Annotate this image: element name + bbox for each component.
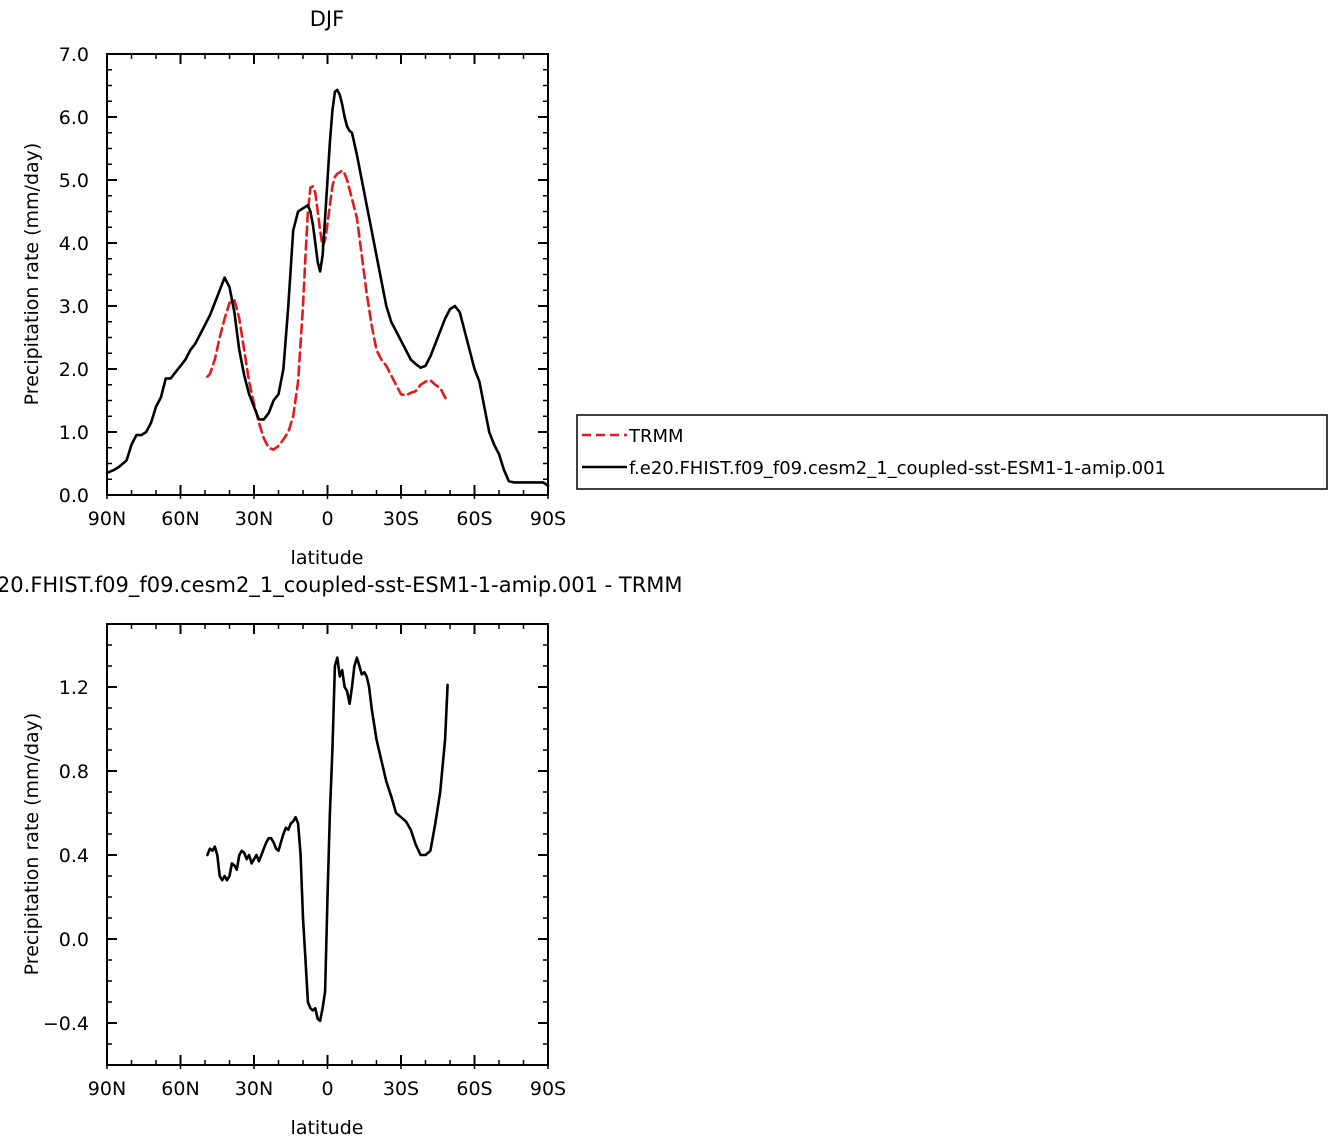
- bottom-plot-frame: [106, 623, 549, 1066]
- bottom-series-line-0: [206, 656, 449, 1023]
- bottom-x-tick-label: 60N: [161, 1078, 199, 1100]
- legend-box: [576, 414, 1328, 490]
- bottom-x-tick-label: 90N: [88, 1078, 126, 1100]
- top-series-line-1: [105, 88, 550, 487]
- top-y-axis-label: Precipitation rate (mm/day): [21, 143, 43, 406]
- bottom-x-tick-label: 90S: [530, 1078, 566, 1100]
- bottom-y-tick-label: −0.4: [43, 1013, 89, 1035]
- bottom-y-tick-label: 0.4: [59, 845, 89, 867]
- top-plot-frame: [106, 53, 549, 496]
- top-x-tick-label: 60S: [456, 508, 492, 530]
- top-series-line-0: [206, 169, 449, 451]
- top-y-tick-label: 7.0: [59, 44, 89, 66]
- bottom-x-tick-label: 30N: [235, 1078, 273, 1100]
- top-y-tick-label: 4.0: [59, 233, 89, 255]
- bottom-chart-title: f.e20.FHIST.f09_f09.cesm2_1_coupled-sst-…: [0, 573, 683, 598]
- bottom-y-tick-label: 1.2: [59, 677, 89, 699]
- legend: TRMM f.e20.FHIST.f09_f09.cesm2_1_coupled…: [576, 414, 1328, 490]
- top-x-tick-label: 60N: [161, 508, 199, 530]
- top-y-tick-label: 0.0: [59, 485, 89, 507]
- top-chart-title: DJF: [310, 7, 344, 31]
- bottom-x-tick-label: 30S: [383, 1078, 419, 1100]
- top-x-tick-label: 90S: [530, 508, 566, 530]
- top-y-tick-label: 3.0: [59, 296, 89, 318]
- top-y-tick-label: 1.0: [59, 422, 89, 444]
- top-y-tick-label: 6.0: [59, 107, 89, 129]
- bottom-x-tick-label: 60S: [456, 1078, 492, 1100]
- bottom-y-tick-label: 0.0: [59, 929, 89, 951]
- bottom-panel: f.e20.FHIST.f09_f09.cesm2_1_coupled-sst-…: [0, 573, 683, 1139]
- top-x-axis-label: latitude: [291, 547, 364, 569]
- top-x-tick-label: 90N: [88, 508, 126, 530]
- top-panel: DJF 90N 60N 30N 0 30S 60S 90S 0.0 1.0 2.0 3.0 4.0 5.…: [21, 7, 566, 569]
- bottom-x-tick-label: 0: [321, 1078, 333, 1100]
- top-x-tick-label: 0: [321, 508, 333, 530]
- bottom-x-axis-label: latitude: [291, 1117, 364, 1139]
- top-x-tick-label: 30N: [235, 508, 273, 530]
- legend-label-trmm: TRMM: [628, 426, 684, 447]
- top-y-tick-label: 2.0: [59, 359, 89, 381]
- top-y-tick-label: 5.0: [59, 170, 89, 192]
- top-x-tick-label: 30S: [383, 508, 419, 530]
- bottom-y-axis-label: Precipitation rate (mm/day): [21, 713, 43, 976]
- legend-label-model: f.e20.FHIST.f09_f09.cesm2_1_coupled-sst-…: [629, 458, 1166, 479]
- bottom-y-tick-label: 0.8: [59, 761, 89, 783]
